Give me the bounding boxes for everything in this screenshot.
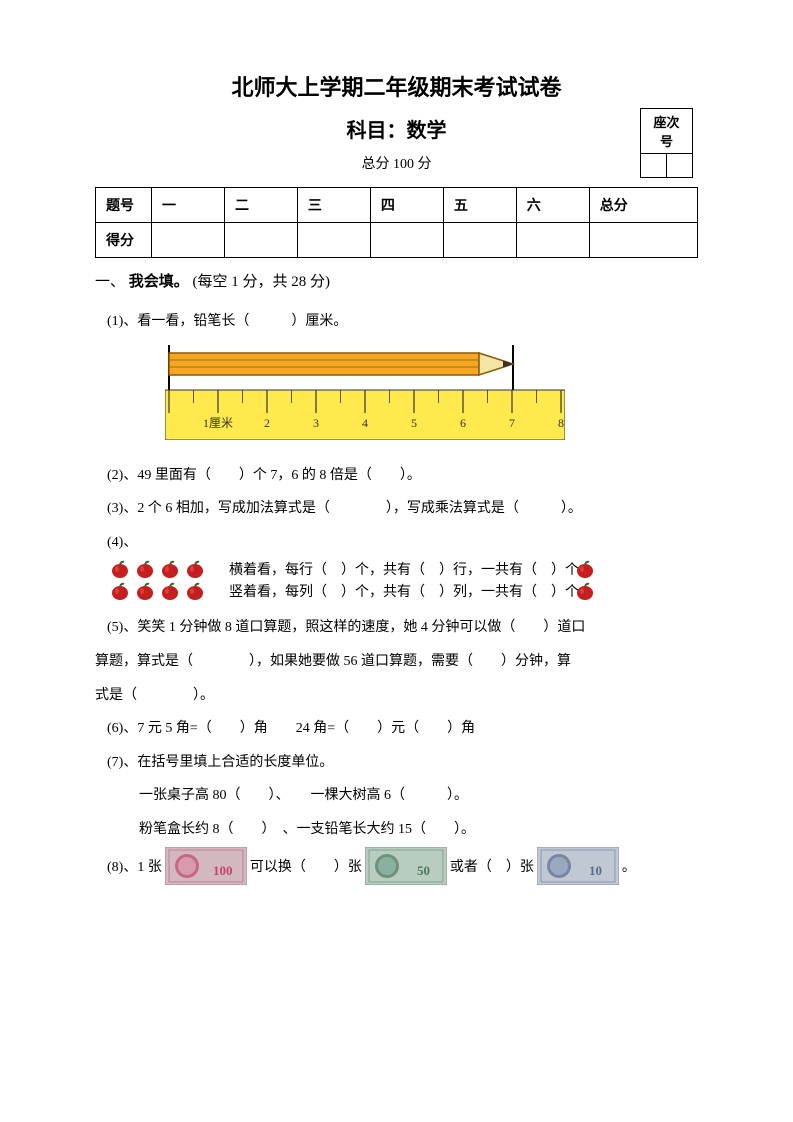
q8-text-d: 。 xyxy=(622,856,636,876)
pencil-ruler-figure: 1厘米 2 3 4 5 6 7 8 xyxy=(165,345,565,445)
header-cell: 三 xyxy=(297,188,370,223)
header-cell: 一 xyxy=(152,188,225,223)
q8-text-a: (8)、1 张 xyxy=(107,856,162,876)
question-1: (1)、看一看，铅笔长（ ）厘米。 xyxy=(107,305,698,339)
question-7b: 粉笔盒长约 8（ ） 、一支铅笔长大约 15（ ）。 xyxy=(139,813,698,847)
svg-text:6: 6 xyxy=(460,416,466,430)
header-cell: 四 xyxy=(370,188,443,223)
score-cell[interactable] xyxy=(224,223,297,258)
apple-row-1: 横着看，每行（ ）个，共有（ ）行，一共有（ ）个 xyxy=(109,559,698,579)
header-cell: 五 xyxy=(443,188,516,223)
seat-cell-1[interactable] xyxy=(641,154,667,178)
seat-number-box: 座次号 xyxy=(640,108,693,178)
apple-icon xyxy=(159,581,181,601)
header-cell: 六 xyxy=(516,188,589,223)
q8-text-c: 或者（ ）张 xyxy=(450,856,534,876)
svg-text:5: 5 xyxy=(411,416,417,430)
question-5c: 式是（ ）。 xyxy=(95,679,698,713)
score-cell[interactable] xyxy=(589,223,697,258)
score-label: 得分 xyxy=(96,223,152,258)
svg-text:10: 10 xyxy=(589,863,602,878)
header-cell: 题号 xyxy=(96,188,152,223)
banknote-100-icon: 100 xyxy=(165,847,247,885)
score-cell[interactable] xyxy=(297,223,370,258)
header-cell: 总分 xyxy=(589,188,697,223)
banknote-10-icon: 10 xyxy=(537,847,619,885)
seat-cell-2[interactable] xyxy=(667,154,693,178)
score-cell[interactable] xyxy=(152,223,225,258)
apple-icon xyxy=(109,559,131,579)
apple-icon xyxy=(184,559,206,579)
score-cell[interactable] xyxy=(516,223,589,258)
seat-header: 座次号 xyxy=(641,109,693,154)
score-table: 题号 一 二 三 四 五 六 总分 得分 xyxy=(95,187,698,258)
question-7: (7)、在括号里填上合适的长度单位。 xyxy=(107,746,698,780)
section-num: 一、 xyxy=(95,274,125,290)
svg-text:4: 4 xyxy=(362,416,368,430)
total-score: 总分 100 分 xyxy=(95,153,698,173)
question-4-label: (4)、 xyxy=(107,526,698,560)
question-2: (2)、49 里面有（ ）个 7，6 的 8 倍是（ ）。 xyxy=(107,459,698,493)
question-5b: 算题，算式是（ ），如果她要做 56 道口算题，需要（ ）分钟，算 xyxy=(95,645,698,679)
banknote-50-icon: 50 xyxy=(365,847,447,885)
q8-text-b: 可以换（ ）张 xyxy=(250,856,362,876)
apple-icon xyxy=(109,581,131,601)
section-1-header: 一、 我会填。 (每空 1 分，共 28 分) xyxy=(95,270,698,291)
question-3: (3)、2 个 6 相加，写成加法算式是（ ），写成乘法算式是（ ）。 xyxy=(107,492,698,526)
score-cell[interactable] xyxy=(370,223,443,258)
svg-text:100: 100 xyxy=(213,863,233,878)
apple-icon xyxy=(134,559,156,579)
apple-icon xyxy=(134,581,156,601)
question-6: (6)、7 元 5 角=（ ）角 24 角=（ ）元（ ）角 xyxy=(107,712,698,746)
q4-line2: 竖着看，每列（ ）个，共有（ ）列，一共有（ ）个 xyxy=(229,581,579,601)
svg-text:3: 3 xyxy=(313,416,319,430)
svg-text:2: 2 xyxy=(264,416,270,430)
svg-text:50: 50 xyxy=(417,863,430,878)
svg-text:8: 8 xyxy=(558,416,564,430)
svg-text:7: 7 xyxy=(509,416,515,430)
apple-icon xyxy=(184,581,206,601)
apple-icon xyxy=(159,559,181,579)
question-8: (8)、1 张 100 可以换（ ）张 50 或者（ ）张 10 。 xyxy=(107,847,698,885)
exam-subject: 科目：数学 xyxy=(95,114,698,143)
section-points: (每空 1 分，共 28 分) xyxy=(193,274,331,290)
exam-title: 北师大上学期二年级期末考试试卷 xyxy=(95,70,698,102)
table-row: 题号 一 二 三 四 五 六 总分 xyxy=(96,188,698,223)
apple-row-2: 竖着看，每列（ ）个，共有（ ）列，一共有（ ）个 xyxy=(109,581,698,601)
score-cell[interactable] xyxy=(443,223,516,258)
table-row: 得分 xyxy=(96,223,698,258)
section-title: 我会填。 xyxy=(129,274,189,290)
apple-icon xyxy=(574,559,596,579)
question-7a: 一张桌子高 80（ ）、 一棵大树高 6（ ）。 xyxy=(139,779,698,813)
header-cell: 二 xyxy=(224,188,297,223)
q4-line1: 横着看，每行（ ）个，共有（ ）行，一共有（ ）个 xyxy=(229,559,579,579)
svg-text:1厘米: 1厘米 xyxy=(203,416,233,430)
apple-icon xyxy=(574,581,596,601)
question-5a: (5)、笑笑 1 分钟做 8 道口算题，照这样的速度，她 4 分钟可以做（ ）道… xyxy=(107,611,698,645)
